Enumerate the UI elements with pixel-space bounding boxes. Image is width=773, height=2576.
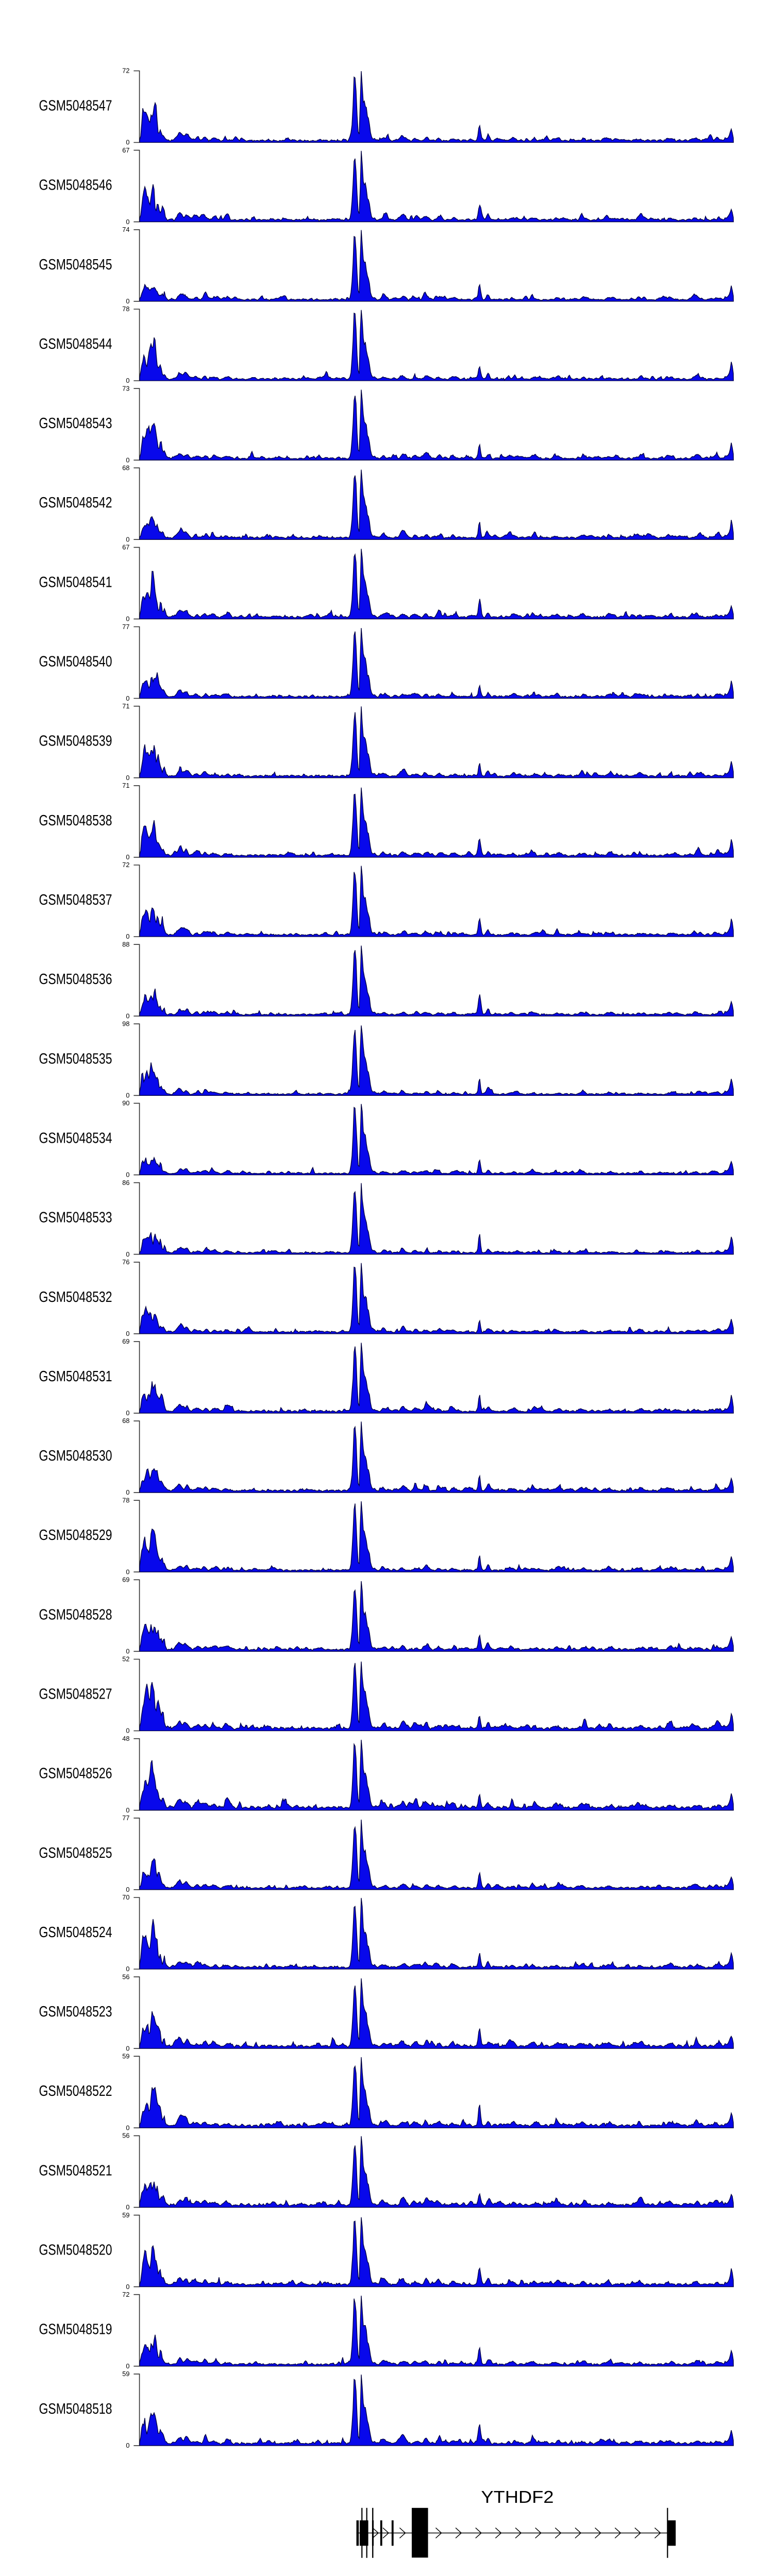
svg-text:0: 0 — [126, 1727, 129, 1735]
svg-text:GSM5048540: GSM5048540 — [39, 654, 112, 670]
svg-text:98: 98 — [122, 1020, 129, 1028]
svg-text:0: 0 — [126, 1330, 129, 1337]
svg-text:GSM5048541: GSM5048541 — [39, 574, 112, 590]
svg-text:0: 0 — [126, 536, 129, 544]
svg-text:GSM5048531: GSM5048531 — [39, 1368, 112, 1385]
svg-text:0: 0 — [126, 1806, 129, 1814]
svg-text:78: 78 — [122, 1496, 129, 1504]
svg-text:72: 72 — [122, 67, 129, 75]
svg-text:77: 77 — [122, 623, 129, 631]
svg-text:GSM5048535: GSM5048535 — [39, 1050, 112, 1067]
svg-text:0: 0 — [126, 456, 129, 464]
svg-text:GSM5048537: GSM5048537 — [39, 892, 112, 908]
svg-text:0: 0 — [126, 2442, 129, 2449]
svg-text:0: 0 — [126, 1012, 129, 1020]
svg-text:90: 90 — [122, 1099, 129, 1107]
svg-text:0: 0 — [126, 1965, 129, 1973]
svg-text:0: 0 — [126, 139, 129, 146]
svg-text:0: 0 — [126, 1092, 129, 1099]
svg-text:GSM5048532: GSM5048532 — [39, 1289, 112, 1306]
svg-text:59: 59 — [122, 2370, 129, 2378]
svg-text:67: 67 — [122, 146, 129, 154]
svg-text:0: 0 — [126, 615, 129, 623]
svg-text:68: 68 — [122, 1417, 129, 1425]
svg-text:68: 68 — [122, 464, 129, 472]
svg-text:GSM5048529: GSM5048529 — [39, 1527, 112, 1544]
svg-text:GSM5048522: GSM5048522 — [39, 2083, 112, 2099]
svg-text:YTHDF2: YTHDF2 — [481, 2487, 554, 2506]
svg-text:GSM5048539: GSM5048539 — [39, 733, 112, 750]
svg-text:76: 76 — [122, 1258, 129, 1266]
svg-text:69: 69 — [122, 1576, 129, 1584]
svg-text:71: 71 — [122, 782, 129, 789]
svg-text:0: 0 — [126, 2283, 129, 2291]
svg-text:GSM5048524: GSM5048524 — [39, 1924, 112, 1941]
svg-text:GSM5048523: GSM5048523 — [39, 2004, 112, 2020]
svg-text:70: 70 — [122, 1893, 129, 1901]
svg-text:0: 0 — [126, 694, 129, 702]
svg-text:56: 56 — [122, 2132, 129, 2140]
svg-text:0: 0 — [126, 377, 129, 384]
svg-text:0: 0 — [126, 1648, 129, 1655]
svg-text:67: 67 — [122, 544, 129, 551]
svg-text:0: 0 — [126, 774, 129, 782]
svg-text:0: 0 — [126, 2204, 129, 2211]
svg-text:0: 0 — [126, 1488, 129, 1496]
svg-text:0: 0 — [126, 218, 129, 226]
svg-text:77: 77 — [122, 1814, 129, 1822]
svg-text:48: 48 — [122, 1735, 129, 1742]
svg-text:0: 0 — [126, 1409, 129, 1417]
svg-text:GSM5048546: GSM5048546 — [39, 177, 112, 194]
svg-text:0: 0 — [126, 1568, 129, 1575]
svg-text:72: 72 — [122, 861, 129, 869]
svg-text:59: 59 — [122, 2211, 129, 2219]
svg-text:GSM5048543: GSM5048543 — [39, 415, 112, 432]
svg-text:GSM5048536: GSM5048536 — [39, 971, 112, 988]
svg-text:GSM5048521: GSM5048521 — [39, 2162, 112, 2179]
svg-text:73: 73 — [122, 384, 129, 392]
svg-text:GSM5048518: GSM5048518 — [39, 2401, 112, 2417]
svg-text:0: 0 — [126, 297, 129, 305]
svg-text:GSM5048542: GSM5048542 — [39, 495, 112, 511]
svg-text:0: 0 — [126, 933, 129, 940]
svg-text:59: 59 — [122, 2052, 129, 2060]
svg-text:0: 0 — [126, 2124, 129, 2131]
svg-text:0: 0 — [126, 1886, 129, 1893]
svg-text:GSM5048547: GSM5048547 — [39, 98, 112, 114]
svg-text:GSM5048530: GSM5048530 — [39, 1448, 112, 1464]
svg-text:71: 71 — [122, 702, 129, 710]
svg-text:GSM5048526: GSM5048526 — [39, 1766, 112, 1782]
svg-text:52: 52 — [122, 1655, 129, 1663]
svg-text:0: 0 — [126, 2044, 129, 2052]
svg-text:72: 72 — [122, 2291, 129, 2298]
svg-text:GSM5048528: GSM5048528 — [39, 1606, 112, 1623]
svg-text:GSM5048545: GSM5048545 — [39, 257, 112, 273]
svg-text:74: 74 — [122, 226, 129, 233]
svg-text:GSM5048544: GSM5048544 — [39, 336, 112, 352]
svg-text:GSM5048520: GSM5048520 — [39, 2242, 112, 2259]
svg-text:GSM5048538: GSM5048538 — [39, 812, 112, 829]
svg-text:GSM5048519: GSM5048519 — [39, 2321, 112, 2338]
svg-text:0: 0 — [126, 1250, 129, 1258]
svg-text:GSM5048533: GSM5048533 — [39, 1210, 112, 1226]
svg-text:0: 0 — [126, 1171, 129, 1179]
svg-text:78: 78 — [122, 305, 129, 313]
svg-text:0: 0 — [126, 853, 129, 861]
svg-text:69: 69 — [122, 1337, 129, 1345]
svg-text:GSM5048527: GSM5048527 — [39, 1686, 112, 1703]
svg-text:88: 88 — [122, 940, 129, 948]
svg-text:56: 56 — [122, 1973, 129, 1980]
svg-text:GSM5048525: GSM5048525 — [39, 1845, 112, 1861]
svg-text:0: 0 — [126, 2362, 129, 2370]
svg-text:86: 86 — [122, 1179, 129, 1187]
svg-text:GSM5048534: GSM5048534 — [39, 1130, 112, 1146]
